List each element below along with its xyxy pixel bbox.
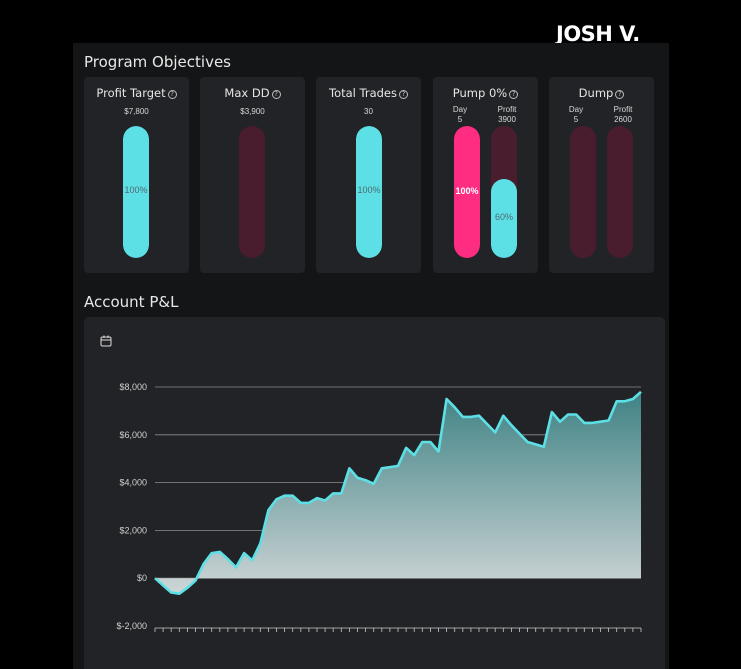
y-tick-label: $4,000: [119, 478, 147, 488]
total-trades-value: 30: [364, 107, 373, 116]
y-tick-label: $-2,000: [116, 621, 147, 631]
y-tick-label: $8,000: [119, 382, 147, 392]
pump-day-label: Day 5: [452, 105, 468, 124]
progress-fill: [491, 178, 517, 258]
progress-label: 100%: [357, 185, 381, 195]
pnl-area: [155, 391, 641, 594]
max-dd-card: Max DD? $3,900: [200, 77, 305, 273]
card-title: Dump?: [549, 86, 654, 100]
y-tick-label: $0: [137, 573, 147, 583]
card-title: Profit Target?: [84, 86, 189, 100]
card-title: Total Trades?: [316, 86, 421, 100]
progress-label: 60%: [494, 212, 513, 222]
help-icon[interactable]: ?: [509, 90, 519, 99]
help-icon[interactable]: ?: [615, 90, 625, 99]
progress-fill: [123, 126, 149, 258]
program-objectives-title: Program Objectives: [84, 53, 231, 71]
help-icon[interactable]: ?: [167, 90, 177, 99]
profit-target-value: $7,800: [124, 107, 149, 116]
profit-target-bar: [123, 126, 149, 258]
help-icon[interactable]: ?: [271, 90, 281, 99]
card-title: Pump 0%?: [433, 86, 538, 100]
pump-profit-label: Profit 3900: [497, 105, 517, 124]
dump-profit-label: Profit 2600: [613, 105, 633, 124]
progress-label: 100%: [455, 186, 479, 196]
total-trades-bar: [356, 126, 382, 258]
progress-label: 100%: [124, 185, 148, 195]
help-icon[interactable]: ?: [399, 90, 408, 99]
total-trades-card: Total Trades? 30 100%: [316, 77, 421, 273]
y-tick-label: $2,000: [119, 525, 147, 535]
calendar-icon[interactable]: [100, 335, 112, 347]
dump-card: Dump? Day 5 Profit 2600: [549, 77, 654, 273]
profit-target-card: Profit Target? $7,800 100%: [84, 77, 189, 273]
dump-day-bar: [570, 126, 596, 258]
y-tick-label: $6,000: [119, 430, 147, 440]
pump-profit-bar: [491, 126, 517, 258]
pump-card: Pump 0%? Day 5 Profit 3900 100% 60%: [433, 77, 538, 273]
progress-fill: [454, 126, 480, 258]
card-title: Max DD?: [200, 86, 305, 100]
pump-day-bar: [454, 126, 480, 258]
dump-profit-bar: [607, 126, 633, 258]
account-pnl-title: Account P&L: [84, 293, 179, 311]
max-dd-bar: [239, 126, 265, 258]
brand-logo: JOSH V.: [556, 22, 640, 46]
max-dd-value: $3,900: [240, 107, 265, 116]
dump-day-label: Day 5: [568, 105, 584, 124]
progress-fill: [356, 126, 382, 258]
